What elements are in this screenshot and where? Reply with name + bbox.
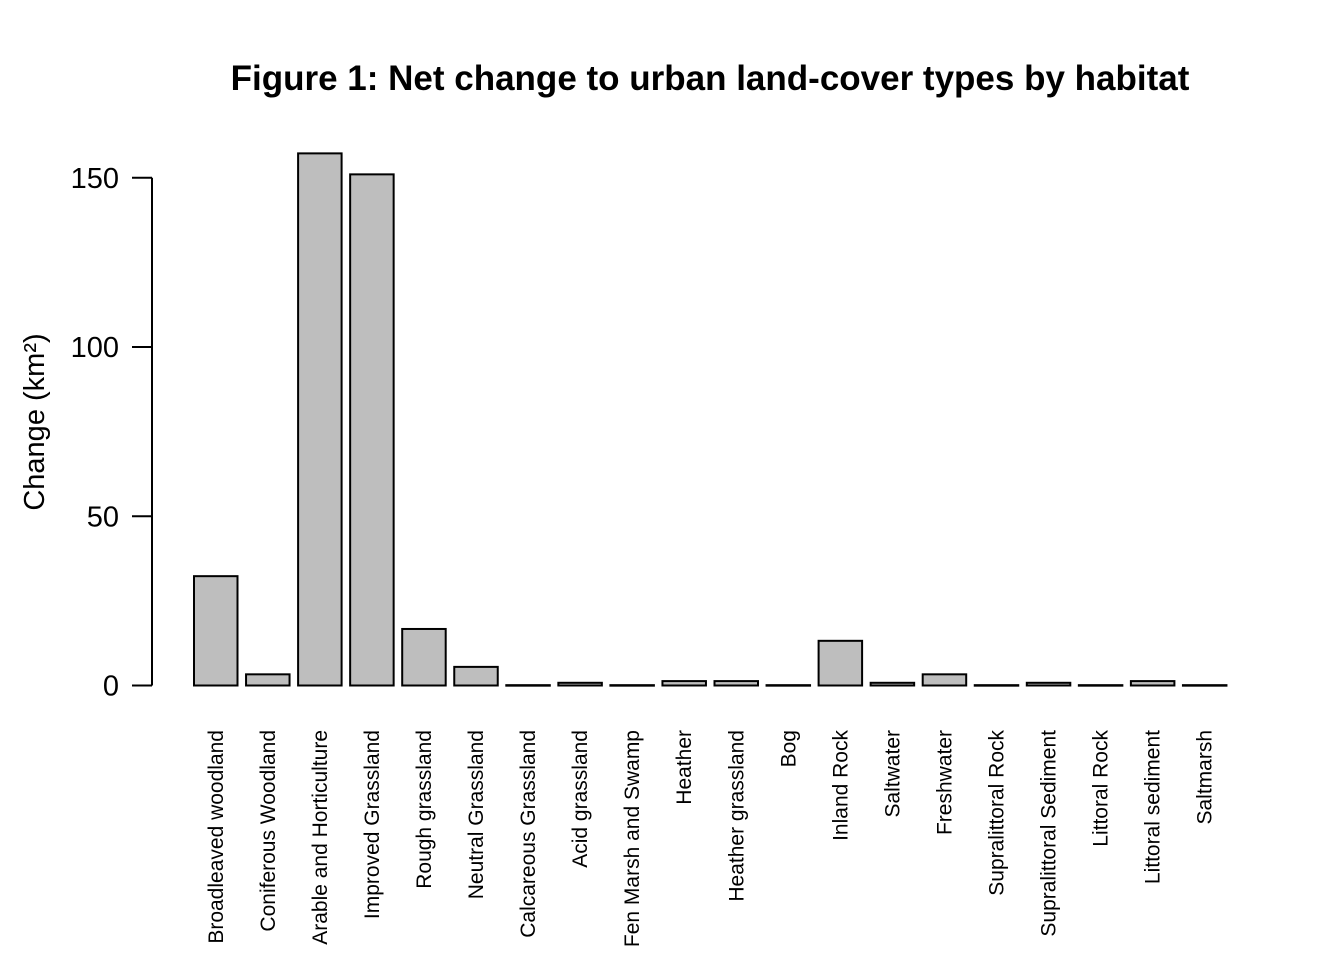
x-category-label: Rough grassland	[413, 730, 436, 889]
bar	[505, 684, 551, 687]
bar	[1129, 680, 1176, 687]
x-category-label: Broadleaved woodland	[205, 730, 228, 944]
category-labels-group: Broadleaved woodland Coniferous Woodland A…	[205, 730, 1217, 948]
bar	[401, 627, 447, 687]
x-category-label: Freshwater	[933, 730, 956, 835]
x-category-label: Supralittoral Sediment	[1038, 730, 1061, 937]
y-tick-label: 0	[103, 671, 119, 703]
x-category-label: Fen Marsh and Swamp	[621, 730, 644, 947]
x-category-label: Inland Rock	[829, 730, 852, 841]
bars-group	[193, 152, 1228, 687]
bar	[765, 684, 812, 687]
chart-title: Figure 1: Net change to urban land-cover…	[231, 59, 1190, 98]
bar	[973, 684, 1020, 687]
bar	[869, 681, 916, 687]
y-tick-label: 50	[87, 501, 119, 533]
bar	[1077, 684, 1124, 687]
y-axis-label: Change (km²)	[19, 333, 51, 510]
x-category-label: Heather grassland	[725, 730, 748, 902]
x-category-label: Bog	[777, 730, 800, 767]
y-tick-label: 100	[71, 332, 119, 364]
x-category-label: Saltmarsh	[1194, 730, 1217, 825]
bar	[921, 673, 968, 687]
bar	[1181, 684, 1228, 687]
x-category-label: Supralittoral Rock	[986, 730, 1009, 896]
bar	[193, 575, 239, 687]
x-category-label: Acid grassland	[569, 730, 592, 868]
y-axis: 0 50 100 150	[71, 163, 153, 703]
bar	[557, 681, 603, 687]
bar	[661, 680, 707, 687]
x-category-label: Calcareous Grassland	[517, 730, 540, 938]
bar	[349, 173, 395, 687]
x-category-label: Littoral sediment	[1142, 730, 1165, 884]
bar	[817, 639, 864, 687]
bar	[713, 680, 759, 687]
x-category-label: Littoral Rock	[1090, 730, 1113, 847]
bar	[609, 684, 655, 687]
y-tick-label: 150	[71, 163, 119, 195]
bar	[1025, 681, 1072, 687]
bar	[453, 665, 499, 687]
x-category-label: Arable and Horticulture	[309, 730, 332, 945]
x-category-label: Heather	[673, 730, 696, 805]
bar	[245, 673, 291, 687]
x-category-label: Improved Grassland	[361, 730, 384, 919]
x-category-label: Coniferous Woodland	[257, 730, 280, 932]
x-category-label: Saltwater	[881, 730, 904, 818]
bar	[297, 152, 343, 687]
x-category-label: Neutral Grassland	[465, 730, 488, 899]
